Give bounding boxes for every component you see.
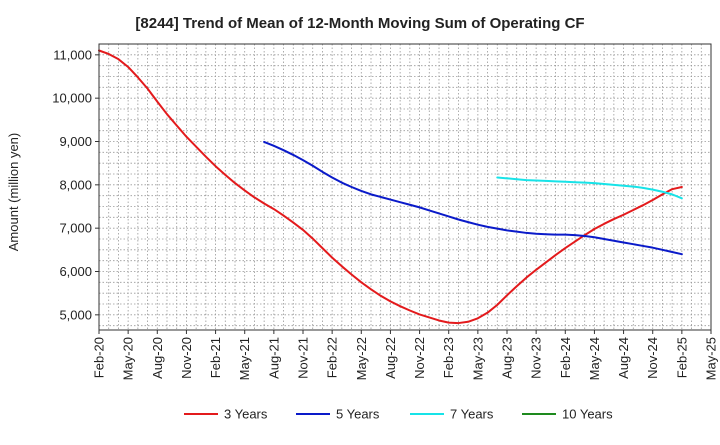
x-tick-label: May-24 bbox=[587, 337, 602, 380]
x-tick-label: Feb-20 bbox=[92, 337, 107, 378]
legend-label-7-years: 7 Years bbox=[450, 407, 494, 422]
series-lines bbox=[98, 49, 683, 325]
series-line-5-years bbox=[263, 140, 683, 256]
y-tick-label: 8,000 bbox=[59, 177, 92, 192]
x-tick-label: Feb-25 bbox=[674, 337, 689, 378]
legend-label-10-years: 10 Years bbox=[562, 407, 613, 422]
x-tick-label: Feb-23 bbox=[441, 337, 456, 378]
y-axis-label: Amount (million yen) bbox=[6, 133, 21, 252]
x-tick-label: Aug-24 bbox=[616, 337, 631, 379]
x-tick-label: Feb-22 bbox=[325, 337, 340, 378]
y-tick-label: 7,000 bbox=[59, 221, 92, 236]
legend-label-5-years: 5 Years bbox=[336, 407, 380, 422]
x-tick-label: Nov-20 bbox=[179, 337, 194, 379]
gridlines bbox=[99, 44, 711, 330]
y-tick-label: 11,000 bbox=[53, 47, 92, 62]
x-tick-label: May-22 bbox=[354, 337, 369, 380]
series-line-7-years bbox=[496, 176, 683, 200]
x-tick-label: Feb-21 bbox=[208, 337, 223, 378]
x-tick-label: May-20 bbox=[121, 337, 136, 380]
y-axis-ticks: 5,000 6,000 7,000 8,000 9,000 10,000 11,000 bbox=[52, 47, 99, 322]
x-tick-label: May-23 bbox=[470, 337, 485, 380]
chart-title: [8244] Trend of Mean of 12-Month Moving … bbox=[135, 15, 584, 32]
legend-label-3-years: 3 Years bbox=[224, 407, 268, 422]
y-tick-label: 5,000 bbox=[59, 307, 92, 322]
x-tick-label: Aug-20 bbox=[150, 337, 165, 379]
x-tick-label: Nov-24 bbox=[645, 337, 660, 379]
x-tick-label: Aug-23 bbox=[500, 337, 515, 379]
x-tick-label: Aug-22 bbox=[383, 337, 398, 379]
x-tick-label: Aug-21 bbox=[266, 337, 281, 379]
y-tick-label: 10,000 bbox=[52, 91, 92, 106]
x-tick-label: Nov-21 bbox=[296, 337, 311, 379]
x-axis-ticks: Feb-20 May-20 Aug-20 Nov-20 Feb-21 May-21 Aug-… bbox=[92, 330, 719, 380]
y-tick-label: 9,000 bbox=[59, 134, 92, 149]
legend: 3 Years 5 Years 7 Years 10 Years bbox=[184, 407, 613, 422]
x-tick-label: Nov-23 bbox=[529, 337, 544, 379]
y-tick-label: 6,000 bbox=[59, 264, 92, 279]
plot-frame bbox=[98, 43, 712, 331]
x-tick-label: Feb-24 bbox=[558, 337, 573, 378]
x-tick-label: May-21 bbox=[237, 337, 252, 380]
x-tick-label: Nov-22 bbox=[412, 337, 427, 379]
x-tick-label: May-25 bbox=[704, 337, 719, 380]
